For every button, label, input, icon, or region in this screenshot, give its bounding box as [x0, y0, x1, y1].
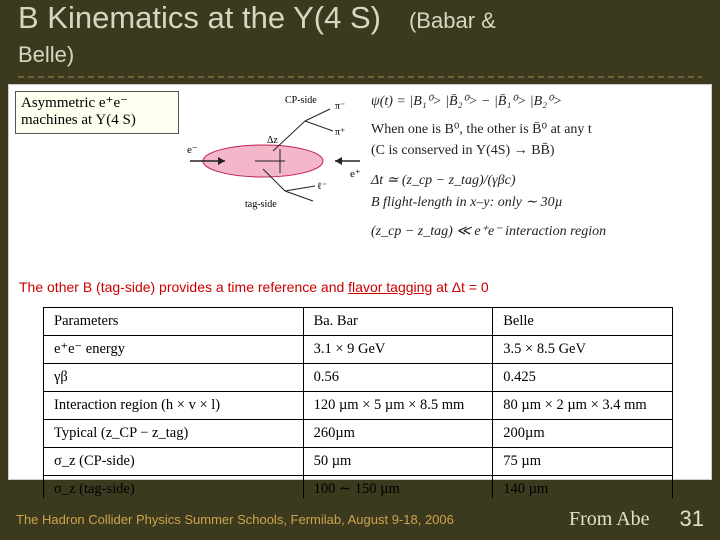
note-line2: (C is conserved in Υ(4S) → BB̄)	[371, 140, 705, 162]
dt-formula: Δt ≃ (z_cp − z_tag)/(γβc)	[371, 170, 705, 192]
tagline: The other B (tag-side) provides a time r…	[19, 279, 701, 295]
ir-formula: (z_cp − z_tag) ≪ e⁺e⁻ interaction region	[371, 221, 705, 243]
cell: 80 µm × 2 µm × 3.4 mm	[493, 392, 673, 420]
title-underline	[18, 76, 702, 78]
cell: 3.1 × 9 GeV	[303, 336, 493, 364]
page-number: 31	[680, 506, 704, 532]
title-main: B Kinematics at the Y(4 S)	[18, 0, 381, 35]
content-panel: Asymmetric e⁺e⁻ machines at Y(4 S) e⁻ e⁺…	[8, 84, 712, 480]
psi-formula: ψ(t) = |B₁⁰> |B̄₂⁰> − |B̄₁⁰> |B₂⁰>	[371, 94, 562, 109]
th-belle: Belle	[493, 308, 673, 336]
dz-label: Δz	[267, 135, 278, 146]
cell: 75 µm	[493, 448, 673, 476]
table-row: γβ 0.56 0.425	[44, 364, 673, 392]
cell: Typical (z_CP − z_tag)	[44, 420, 304, 448]
cell: 0.425	[493, 364, 673, 392]
tagline-prefix: The other B (tag-side) provides a time r…	[19, 279, 348, 295]
cell: 120 µm × 5 µm × 8.5 mm	[303, 392, 493, 420]
cell: 260µm	[303, 420, 493, 448]
title-experiments: (Babar &	[409, 8, 496, 33]
cell: 3.5 × 8.5 GeV	[493, 336, 673, 364]
parameters-table: Parameters Ba. Bar Belle e⁺e⁻ energy 3.1…	[43, 307, 673, 504]
slide: B Kinematics at the Y(4 S) (Babar & Bell…	[0, 0, 720, 540]
tagline-suffix: at Δt = 0	[432, 279, 488, 295]
cpside-label: CP-side	[285, 95, 317, 106]
th-babar: Ba. Bar	[303, 308, 493, 336]
collision-diagram: e⁻ e⁺ Δz π⁻ π⁺ CP-side ℓ⁻ tag-side	[185, 91, 365, 211]
table-row: e⁺e⁻ energy 3.1 × 9 GeV 3.5 × 8.5 GeV	[44, 336, 673, 364]
callout-box: Asymmetric e⁺e⁻ machines at Y(4 S)	[15, 91, 179, 134]
cell: 50 µm	[303, 448, 493, 476]
cell: Interaction region (h × v × l)	[44, 392, 304, 420]
callout-line1: Asymmetric e⁺e⁻	[21, 95, 173, 112]
th-parameters: Parameters	[44, 308, 304, 336]
piminus-label: π⁻	[335, 101, 345, 112]
cell: σ_z (CP-side)	[44, 448, 304, 476]
footer-left: The Hadron Collider Physics Summer Schoo…	[16, 512, 454, 527]
note-line1: When one is B⁰, the other is B̄⁰ at any …	[371, 119, 705, 141]
callout-line2: machines at Y(4 S)	[21, 112, 173, 129]
footer-from: From Abe	[569, 508, 650, 531]
table-row: Interaction region (h × v × l) 120 µm × …	[44, 392, 673, 420]
formula-block: ψ(t) = |B₁⁰> |B̄₂⁰> − |B̄₁⁰> |B₂⁰> When …	[371, 91, 705, 243]
cell: γβ	[44, 364, 304, 392]
footer: The Hadron Collider Physics Summer Schoo…	[0, 498, 720, 540]
cell: 200µm	[493, 420, 673, 448]
tagside-label: tag-side	[245, 199, 277, 210]
title-experiments-2: Belle)	[0, 42, 720, 74]
lminus-label: ℓ⁻	[317, 181, 327, 192]
eminus-label: e⁻	[187, 144, 198, 156]
tagline-flavor: flavor tagging	[348, 279, 432, 295]
title-area: B Kinematics at the Y(4 S) (Babar &	[0, 0, 720, 42]
cell: e⁺e⁻ energy	[44, 336, 304, 364]
eplus-label: e⁺	[350, 168, 361, 180]
table-header-row: Parameters Ba. Bar Belle	[44, 308, 673, 336]
table-row: Typical (z_CP − z_tag) 260µm 200µm	[44, 420, 673, 448]
table-row: σ_z (CP-side) 50 µm 75 µm	[44, 448, 673, 476]
cell: 0.56	[303, 364, 493, 392]
flight-formula: B flight-length in x–y: only ∼ 30µ	[371, 192, 705, 214]
piplus-label: π⁺	[335, 127, 345, 138]
